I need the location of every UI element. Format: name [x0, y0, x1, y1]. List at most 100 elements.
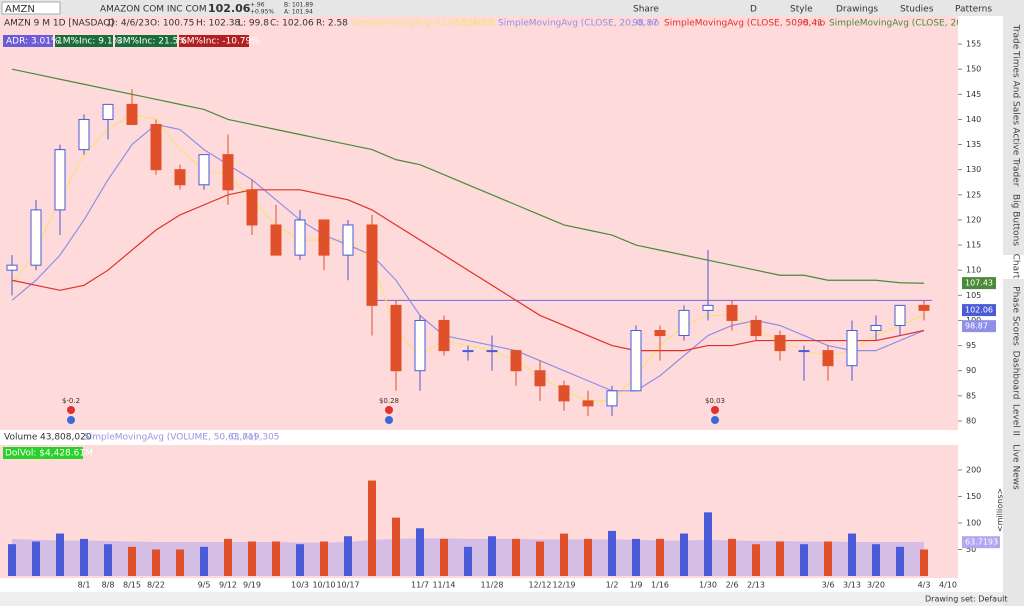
- candle-body: [630, 330, 642, 392]
- volume-bar: [608, 530, 616, 576]
- x-tick-label: 2/6: [726, 581, 739, 590]
- event-label: $0.03: [705, 397, 725, 405]
- sidebar-tab[interactable]: Phase Scores: [1011, 286, 1021, 346]
- candle-body: [510, 350, 522, 372]
- volume-bar: [128, 546, 136, 576]
- volume-bar: [872, 544, 880, 576]
- symbol[interactable]: AMZN: [5, 4, 35, 15]
- volume-bar: [800, 544, 808, 576]
- bar-date: D: 4/6/23: [108, 19, 150, 29]
- candle-body: [294, 219, 306, 256]
- legend-name: SimpleMovingAvg (CLOSE, 50, 0, no): [664, 19, 829, 29]
- badge: [3, 35, 53, 47]
- volume-bar: [512, 538, 520, 576]
- candle-body: [678, 309, 690, 337]
- volume-label: Volume: [4, 433, 38, 443]
- x-tick-label: 8/8: [102, 581, 115, 590]
- sma-line: [11, 68, 925, 284]
- patterns-button[interactable]: Patterns: [955, 5, 992, 15]
- volume-bar: [176, 549, 184, 576]
- sidebar-tab[interactable]: Big Buttons: [1011, 194, 1021, 246]
- last-price: 102.06: [208, 2, 251, 15]
- candle-body: [174, 169, 186, 186]
- volume-bar: [920, 549, 928, 576]
- volume-sma-value: 63,719,305: [228, 433, 280, 443]
- share-button[interactable]: Share: [633, 5, 659, 15]
- volume-value: 43,808,020: [40, 433, 92, 443]
- sidebar-tab[interactable]: Active Trader: [1011, 127, 1021, 186]
- x-tick-label: 1/2: [606, 581, 619, 590]
- volume-bar: [8, 544, 16, 576]
- drawings-button[interactable]: Drawings: [836, 5, 878, 15]
- price-label-box: [962, 536, 1000, 549]
- footer: [0, 592, 1003, 606]
- studies-button[interactable]: Studies: [900, 5, 934, 15]
- y-tick-label: 110: [966, 266, 981, 275]
- legend-item: SimpleMovingAvg (CLOSE, 20, 0, no)98.87: [498, 19, 660, 29]
- event-icons: [67, 406, 719, 424]
- volume-bar: [776, 541, 784, 576]
- price-label-box: [962, 277, 996, 290]
- sidebar-tab[interactable]: Dashboard: [1011, 351, 1021, 400]
- volume-bar: [488, 536, 496, 576]
- volume-bar: [152, 549, 160, 576]
- period-button[interactable]: D: [750, 5, 757, 15]
- candle-body: [486, 350, 498, 353]
- style-button[interactable]: Style: [790, 5, 813, 15]
- sidebar-tab[interactable]: Times And Sales: [1011, 50, 1021, 125]
- y-tick-label: 120: [966, 215, 981, 224]
- y-tick-label: 145: [966, 90, 981, 99]
- volume-bar: [104, 544, 112, 576]
- y-tick-label: 80: [966, 416, 976, 425]
- sidebar-tab[interactable]: Level II: [1011, 404, 1021, 436]
- candle-body: [822, 350, 834, 367]
- volume-bar: [344, 536, 352, 576]
- volume-unit: <millions>: [996, 488, 1005, 532]
- x-tick-label: 1/30: [699, 581, 717, 590]
- candle-body: [774, 335, 786, 352]
- x-tick-label: 2/13: [747, 581, 765, 590]
- volume-bar: [248, 541, 256, 576]
- badge: [115, 35, 177, 47]
- y-tick-label: 125: [966, 190, 981, 199]
- x-tick-label: 1/16: [651, 581, 669, 590]
- x-tick-label: 11/7: [411, 581, 429, 590]
- sidebar-tab[interactable]: Chart: [1011, 254, 1021, 279]
- candle-body: [198, 154, 210, 186]
- company: AMAZON COM INC COM: [100, 5, 207, 15]
- legend-item: SimpleMovingAvg (CLOSE, 50, 0, no)98.41: [664, 19, 829, 29]
- symbol-box[interactable]: [1, 1, 61, 15]
- y-tick-label: 130: [966, 165, 981, 174]
- x-tick-label: 1/9: [630, 581, 643, 590]
- y-tick-label: 200: [966, 465, 981, 474]
- bar-open: O: 100.75: [150, 19, 194, 29]
- x-tick-label: 11/28: [480, 581, 503, 590]
- volume-bar: [440, 538, 448, 576]
- candle-body: [270, 224, 282, 256]
- drawing-set[interactable]: Drawing set: Default: [925, 595, 1008, 604]
- candle-body: [318, 219, 330, 256]
- y-tick-label: 150: [966, 65, 981, 74]
- volume-bar: [80, 538, 88, 576]
- badge-text: ADR: 3.01%: [6, 37, 60, 47]
- legend-name: SimpleMovingAvg (CLOSE, 200, 0, no): [829, 19, 1000, 29]
- x-tick-label: 4/10: [939, 581, 957, 590]
- x-tick-label: 8/1: [78, 581, 91, 590]
- volume-bar: [584, 538, 592, 576]
- bar-low: L: 99.8: [238, 19, 269, 29]
- active-tab: [1003, 255, 1024, 279]
- legend-item: SimpleMovingAvg (CLOSE, 10, 0, no)100.80: [351, 19, 495, 29]
- sidebar-tab[interactable]: Live News: [1011, 444, 1021, 490]
- sidebar-tab[interactable]: Trade: [1011, 24, 1021, 50]
- volume-bar: [560, 533, 568, 576]
- candle-body: [798, 350, 810, 353]
- candle-body: [414, 319, 426, 372]
- dolvol-badge: [3, 447, 83, 459]
- candle-body: [78, 118, 90, 151]
- y-tick-label: 50: [966, 545, 976, 554]
- candle-body: [366, 224, 378, 306]
- volume-bar: [464, 546, 472, 576]
- volume-bar: [56, 533, 64, 576]
- change: +.96: [250, 2, 265, 9]
- x-tick-label: 10/3: [291, 581, 309, 590]
